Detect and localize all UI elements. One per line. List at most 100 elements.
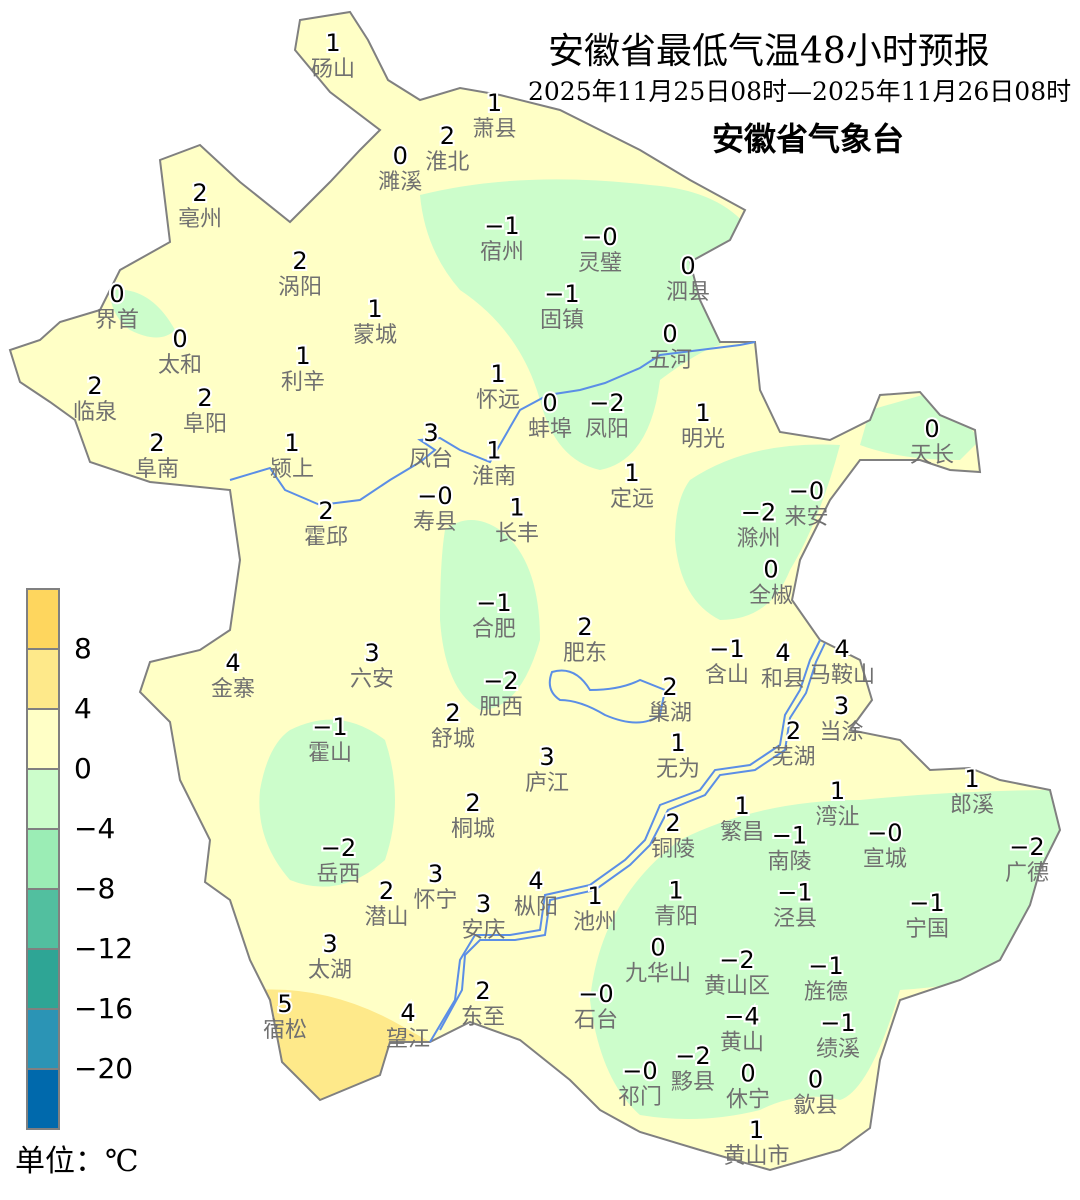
station-name: 旌德 xyxy=(804,980,848,1005)
river xyxy=(429,639,821,1043)
station: 0五河 xyxy=(648,318,692,373)
station-value: 1 xyxy=(490,360,505,388)
station-name: 全椒 xyxy=(749,584,793,609)
station-value: 4 xyxy=(528,867,543,895)
station-value: 3 xyxy=(539,743,554,771)
station-name: 湾沚 xyxy=(815,805,859,830)
station-value: 0 xyxy=(924,415,939,443)
station-value: 1 xyxy=(509,494,524,522)
legend-label: −4 xyxy=(74,812,116,845)
legend-swatch xyxy=(26,588,60,650)
station-name: 含山 xyxy=(705,663,749,688)
station-value: 1 xyxy=(587,882,602,910)
station: 1砀山 xyxy=(311,27,355,82)
station: −2滁州 xyxy=(736,497,780,552)
station-name: 绩溪 xyxy=(816,1037,860,1062)
station-value: −1 xyxy=(484,212,519,240)
station: −2广德 xyxy=(1005,831,1049,886)
station-value: −1 xyxy=(820,1009,855,1037)
station: 2巢湖 xyxy=(648,671,692,726)
legend-swatch xyxy=(26,948,60,1010)
legend-label: 8 xyxy=(74,632,92,665)
station: 1颍上 xyxy=(270,427,314,482)
station-value: 0 xyxy=(763,556,778,584)
station-name: 蚌埠 xyxy=(528,417,572,442)
station: 0全椒 xyxy=(749,554,793,609)
station-name: 长丰 xyxy=(495,522,539,547)
station-value: 3 xyxy=(476,890,491,918)
station: 4和县 xyxy=(761,637,805,692)
station: −1南陵 xyxy=(767,820,811,875)
station: −1绩溪 xyxy=(816,1007,860,1062)
station-name: 安庆 xyxy=(461,918,505,943)
station: 0濉溪 xyxy=(378,140,422,195)
station-value: 3 xyxy=(322,930,337,958)
legend-label: −16 xyxy=(74,992,134,1025)
station-value: 2 xyxy=(197,384,212,412)
station-value: −2 xyxy=(719,946,754,974)
station-value: 2 xyxy=(577,613,592,641)
station-value: 0 xyxy=(393,142,408,170)
station: 4金寨 xyxy=(211,647,255,702)
station: 2淮北 xyxy=(425,120,469,175)
legend-label: 4 xyxy=(74,692,92,725)
station-name: 东至 xyxy=(461,1005,505,1030)
station: 2潜山 xyxy=(364,875,408,930)
cool-zone xyxy=(440,520,540,710)
station-name: 霍邱 xyxy=(304,525,348,550)
map-title: 安徽省最低气温48小时预报 xyxy=(548,31,990,72)
station-value: 4 xyxy=(834,635,849,663)
station-value: −4 xyxy=(724,1003,759,1031)
station-value: 2 xyxy=(445,699,460,727)
station-value: 1 xyxy=(295,342,310,370)
station: 2芜湖 xyxy=(771,715,815,770)
station-name: 黄山 xyxy=(720,1031,764,1056)
station-value: 3 xyxy=(834,692,849,720)
legend-label: 0 xyxy=(74,752,92,785)
station-value: 1 xyxy=(367,295,382,323)
station-value: 1 xyxy=(734,792,749,820)
station-name: 淮南 xyxy=(472,465,516,490)
station-value: 2 xyxy=(465,789,480,817)
station-name: 利辛 xyxy=(281,370,325,395)
station-name: 当涂 xyxy=(819,720,863,745)
station-name: 宿松 xyxy=(263,1018,307,1043)
station-value: 1 xyxy=(749,1116,764,1144)
station: −1宿州 xyxy=(480,210,524,265)
station: 1利辛 xyxy=(281,340,325,395)
station: 3怀宁 xyxy=(413,858,457,913)
color-legend xyxy=(26,588,60,1130)
station-value: −2 xyxy=(741,499,776,527)
station-value: 2 xyxy=(379,877,394,905)
legend-swatch xyxy=(26,828,60,890)
station-name: 桐城 xyxy=(451,817,495,842)
station-name: 淮北 xyxy=(425,150,469,175)
station-name: 亳州 xyxy=(178,207,222,232)
cool-zone xyxy=(675,444,840,620)
station-value: 2 xyxy=(318,497,333,525)
station-value: 1 xyxy=(284,429,299,457)
station-name: 萧县 xyxy=(472,117,516,142)
station-name: 固镇 xyxy=(540,308,584,333)
station: 0天长 xyxy=(910,413,954,468)
station-value: −0 xyxy=(789,477,824,505)
station-value: −1 xyxy=(476,589,511,617)
station-name: 肥东 xyxy=(563,641,607,666)
station-name: 濉溪 xyxy=(378,170,422,195)
station-name: 霍山 xyxy=(308,741,352,766)
station-name: 铜陵 xyxy=(651,837,695,862)
station: 2涡阳 xyxy=(278,245,322,300)
station: 3六安 xyxy=(350,637,394,692)
station: 0太和 xyxy=(158,323,202,378)
station-name: 寿县 xyxy=(413,510,457,535)
station: 1青阳 xyxy=(654,875,698,930)
station: −2黟县 xyxy=(671,1040,715,1095)
station-name: 九华山 xyxy=(625,962,691,987)
station-name: 宿州 xyxy=(480,240,524,265)
station: −2岳西 xyxy=(316,832,360,887)
station-value: 4 xyxy=(400,999,415,1027)
station-name: 涡阳 xyxy=(278,275,322,300)
station: −0宣城 xyxy=(863,817,907,872)
station-value: −1 xyxy=(709,635,744,663)
